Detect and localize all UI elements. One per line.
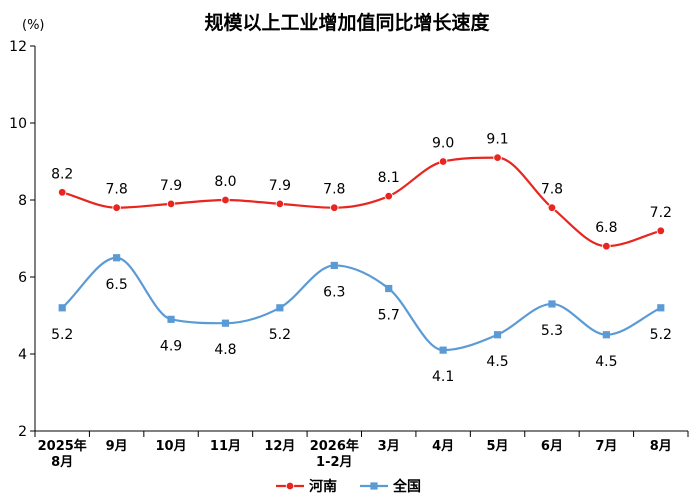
x-tick-label: 7月 [595,439,617,454]
legend-item: 全国 [360,478,421,495]
x-tick-label: 8月 [650,439,672,454]
data-label: 7.8 [541,182,563,198]
data-point-marker [276,304,284,312]
data-label: 4.8 [214,342,236,358]
x-tick-label-line: 11月 [210,439,241,454]
data-point-marker [602,331,610,339]
series-line [61,156,662,248]
data-point-marker [275,199,285,209]
data-label: 5.3 [541,323,563,339]
data-label: 4.9 [160,338,182,354]
chart-title: 规模以上工业增加值同比增长速度 [204,11,490,34]
x-tick-label: 3月 [378,439,400,454]
data-point-marker [548,300,556,308]
x-tick-label: 10月 [155,439,186,454]
data-label: 7.9 [269,178,291,194]
data-point-marker [330,203,339,212]
data-label: 6.5 [105,277,127,293]
data-label: 9.0 [432,136,454,152]
data-label: 5.2 [51,327,73,343]
y-tick-label: 10 [9,116,27,132]
x-tick-label-line: 2026年 [310,438,359,454]
data-point-marker [113,254,121,262]
y-tick-label: 2 [18,424,27,440]
data-point-marker [438,157,448,166]
series-1: 8.2 7.8 7.9 8.0 7.9 7.8 8.1 9.0 9.1 7.8 6.8 7.2 [51,132,672,251]
y-tick-label: 6 [18,270,27,286]
x-tick-label-line: 7月 [595,439,617,454]
data-label: 5.7 [378,308,400,324]
data-label: 4.5 [595,354,617,370]
series-layer: 8.2 7.8 7.9 8.0 7.9 7.8 8.1 9.0 9.1 7.8 6.8 7.2 5.2 6… [51,132,672,386]
legend-label: 全国 [392,478,421,495]
legend: 河南 全国 [276,478,421,495]
y-tick-label: 8 [18,193,27,209]
data-point-marker [439,346,447,354]
x-tick-label: 2026年 1-2月 [310,438,359,470]
data-point-marker [656,226,665,235]
data-label: 7.8 [323,182,345,198]
data-point-marker [58,304,66,312]
x-tick-label-line: 12月 [264,439,295,454]
legend-marker [285,481,295,491]
data-point-marker [166,199,176,209]
data-label: 5.2 [650,327,672,343]
data-point-marker [657,304,665,312]
data-label: 6.3 [323,284,345,300]
x-tick-label: 4月 [432,439,454,454]
x-tick-label-line: 9月 [106,439,128,454]
data-label: 6.8 [595,220,617,236]
legend-label: 河南 [309,478,337,495]
x-tick-label: 11月 [210,439,241,454]
data-point-marker [384,191,393,201]
x-tick-label-line: 10月 [155,439,186,454]
legend-item: 河南 [276,478,337,495]
x-tick-label-line: 5月 [487,439,509,454]
data-label: 8.2 [51,166,73,182]
data-label: 5.2 [269,327,291,343]
x-tick-label: 6月 [541,439,563,454]
data-label: 8.1 [378,170,400,186]
data-point-marker [58,188,67,197]
data-label: 4.5 [486,354,508,370]
x-tick-label: 12月 [264,439,295,454]
y-axis-unit: (%) [22,18,45,33]
series-line [61,256,662,352]
x-tick-label-line: 6月 [541,439,563,454]
x-tick-label-line: 8月 [650,439,672,454]
data-point-marker [221,195,230,205]
legend-marker [370,482,378,490]
data-point-marker [112,203,121,212]
data-point-marker [493,331,502,339]
series-2: 5.2 6.5 4.9 4.8 5.2 6.3 5.7 4.1 4.5 5.3 4.5 5.2 [51,254,672,385]
x-tick-label: 2025年 8月 [38,438,87,470]
data-point-marker [493,153,502,162]
data-point-marker [547,203,557,212]
data-label: 9.1 [486,132,508,148]
x-tick-label-line: 2025年 [38,438,87,454]
data-label: 7.9 [160,178,182,194]
data-label: 4.1 [432,369,454,385]
x-tick-label-line: 1-2月 [316,455,353,470]
x-tick-label: 5月 [487,439,509,454]
data-label: 7.2 [650,205,672,221]
y-tick-label: 12 [9,39,27,55]
y-tick-label: 4 [18,347,27,363]
data-point-marker [221,319,230,327]
x-tick-label-line: 3月 [378,439,400,454]
x-tick-label-line: 4月 [432,439,454,454]
x-tick-label: 9月 [106,439,128,454]
data-label: 8.0 [214,174,236,190]
data-point-marker [602,241,611,251]
data-point-marker [167,315,175,323]
data-point-marker [385,284,393,293]
x-tick-label-line: 8月 [51,455,73,470]
data-label: 7.8 [105,182,127,198]
data-point-marker [330,261,338,270]
